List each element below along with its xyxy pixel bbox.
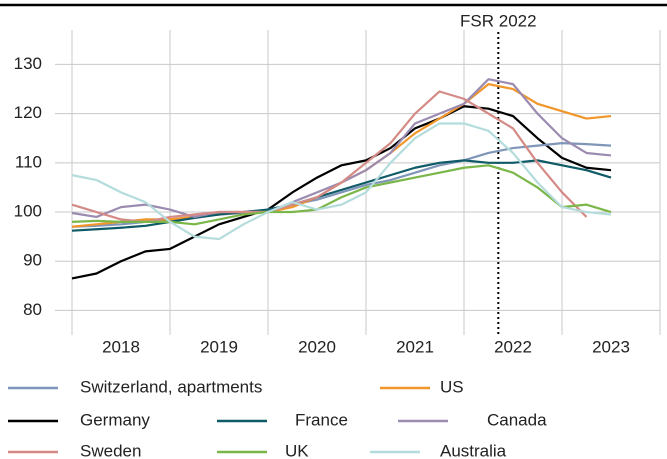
series-line (71, 122, 612, 241)
x-tick-label: 2019 (200, 337, 238, 356)
legend-label: Germany (80, 410, 150, 429)
legend-label: Australia (440, 441, 507, 459)
legend-label: Sweden (80, 441, 141, 459)
series-line (71, 142, 612, 228)
y-tick-label: 110 (15, 152, 42, 171)
y-tick-label: 100 (14, 202, 42, 221)
legend-label: Switzerland, apartments (80, 377, 262, 396)
x-tick-label: 2020 (298, 337, 336, 356)
y-tick-label: 130 (14, 54, 42, 73)
y-tick-label: 120 (14, 103, 42, 122)
y-tick-label: 80 (23, 300, 42, 319)
y-tick-label: 90 (23, 251, 42, 270)
x-tick-label: 2023 (592, 337, 630, 356)
annotation-label: FSR 2022 (460, 11, 537, 30)
series-line (71, 164, 612, 226)
x-tick-label: 2022 (494, 337, 532, 356)
x-tick-label: 2018 (102, 337, 140, 356)
series-line (71, 90, 588, 223)
x-tick-label: 2021 (396, 337, 434, 356)
legend-label: UK (285, 441, 309, 459)
series-line (71, 105, 612, 280)
legend-label: US (440, 377, 464, 396)
legend-label: France (295, 410, 348, 429)
legend-label: Canada (487, 410, 547, 429)
